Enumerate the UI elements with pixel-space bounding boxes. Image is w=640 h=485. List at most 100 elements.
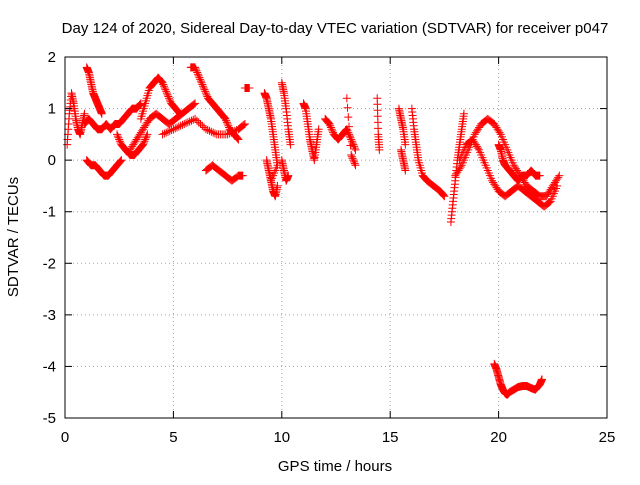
data-point xyxy=(175,108,184,117)
series-arc-b xyxy=(82,63,106,118)
series-arc-x xyxy=(451,114,564,201)
data-point xyxy=(141,133,150,142)
data-point xyxy=(343,126,352,135)
data-point xyxy=(349,156,358,165)
series-arc-o xyxy=(277,156,293,185)
data-point xyxy=(439,191,448,200)
data-point xyxy=(115,135,124,144)
data-point xyxy=(80,109,89,118)
grid-lines xyxy=(65,57,607,418)
data-point xyxy=(223,120,232,129)
data-point xyxy=(169,125,178,134)
data-point xyxy=(136,100,145,109)
data-point xyxy=(227,128,236,137)
data-point xyxy=(221,114,230,123)
data-point xyxy=(284,171,293,180)
data-point xyxy=(202,90,211,99)
series-arc-j xyxy=(201,161,247,185)
data-point xyxy=(199,82,208,91)
series-arc-p xyxy=(299,99,323,165)
series-arc-c xyxy=(80,99,145,134)
data-point xyxy=(194,71,203,80)
series-arc-n xyxy=(277,78,295,149)
data-point xyxy=(225,129,234,138)
data-point xyxy=(346,141,355,150)
y-tick-label: -5 xyxy=(43,410,56,427)
data-point xyxy=(197,78,206,87)
data-point xyxy=(342,94,351,103)
data-point xyxy=(191,63,200,72)
data-point xyxy=(555,171,564,180)
series-arc-m xyxy=(262,156,282,201)
data-point xyxy=(165,126,174,135)
data-point xyxy=(114,133,123,142)
data-point xyxy=(440,192,449,201)
data-point xyxy=(178,120,187,129)
data-point xyxy=(229,127,238,136)
data-point xyxy=(347,137,356,146)
data-point xyxy=(401,166,410,175)
series-arc-t xyxy=(394,104,410,149)
x-tick-label: 20 xyxy=(490,429,507,446)
data-point xyxy=(113,132,122,141)
data-point xyxy=(234,135,243,144)
data-point xyxy=(189,100,198,109)
data-point xyxy=(173,123,182,132)
data-point xyxy=(459,109,468,118)
data-points xyxy=(63,63,564,399)
series-arc-v xyxy=(407,104,449,201)
data-point xyxy=(203,126,212,135)
data-point xyxy=(192,116,201,125)
data-point xyxy=(158,130,167,139)
data-point xyxy=(222,118,231,127)
data-point xyxy=(139,138,148,147)
data-point xyxy=(345,132,354,141)
data-point xyxy=(328,126,337,135)
data-point xyxy=(191,114,200,123)
data-point xyxy=(116,157,125,166)
data-point xyxy=(185,117,194,126)
y-tick-label: -2 xyxy=(43,255,56,272)
data-point xyxy=(495,128,504,137)
data-point xyxy=(193,68,202,77)
data-point xyxy=(143,130,152,139)
data-point xyxy=(160,82,169,91)
data-point xyxy=(191,99,200,108)
data-point xyxy=(97,109,106,118)
data-point xyxy=(240,120,249,129)
data-point xyxy=(273,181,282,190)
series-arc-q xyxy=(321,114,360,154)
data-point xyxy=(238,171,247,180)
data-point xyxy=(554,173,563,182)
series-arc-f xyxy=(126,99,200,154)
data-point xyxy=(180,120,189,129)
data-point xyxy=(456,163,465,172)
data-point xyxy=(162,89,171,98)
data-point xyxy=(346,133,355,142)
data-point xyxy=(401,140,410,149)
data-point xyxy=(115,157,124,166)
data-point xyxy=(165,95,174,104)
data-point xyxy=(201,89,210,98)
data-point xyxy=(327,125,336,134)
data-point xyxy=(350,144,359,153)
data-point xyxy=(351,161,360,170)
series-arc-y xyxy=(455,135,562,211)
data-point xyxy=(344,113,353,122)
data-point xyxy=(160,129,169,138)
y-axis-title: SDTVAR / TECUs xyxy=(5,177,22,297)
data-point xyxy=(375,145,384,154)
data-point xyxy=(164,92,173,101)
data-point xyxy=(350,159,359,168)
data-point xyxy=(196,120,205,129)
data-point xyxy=(286,140,295,149)
data-point xyxy=(553,181,562,190)
data-point xyxy=(194,118,203,127)
series-arc-a xyxy=(63,89,89,149)
x-tick-label: 15 xyxy=(382,429,399,446)
data-point xyxy=(326,123,335,132)
data-point xyxy=(343,103,352,112)
